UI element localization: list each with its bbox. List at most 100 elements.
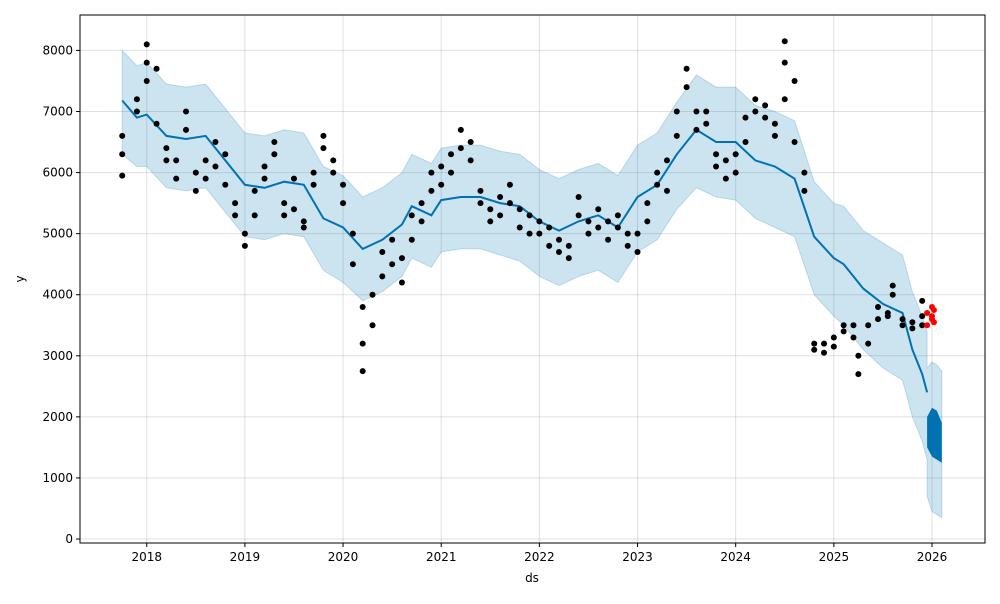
- observed-point: [448, 169, 455, 176]
- observed-point: [212, 139, 219, 146]
- observed-point: [290, 206, 297, 213]
- observed-point: [398, 255, 405, 262]
- observed-point: [389, 261, 396, 268]
- observed-point: [614, 224, 621, 231]
- observed-point: [693, 126, 700, 133]
- observed-point: [919, 297, 926, 304]
- observed-point: [781, 38, 788, 45]
- observed-point: [340, 200, 347, 207]
- observed-point: [644, 200, 651, 207]
- observed-point: [565, 242, 572, 249]
- observed-point: [889, 291, 896, 298]
- observed-point: [506, 200, 513, 207]
- observed-point: [183, 126, 190, 133]
- observed-point: [251, 212, 258, 219]
- observed-point: [359, 340, 366, 347]
- observed-point: [369, 291, 376, 298]
- x-tick-label: 2021: [426, 550, 457, 564]
- observed-point: [909, 325, 916, 332]
- observed-point: [919, 313, 926, 320]
- observed-point: [556, 248, 563, 255]
- observed-point: [840, 328, 847, 335]
- observed-point: [516, 206, 523, 213]
- x-tick-label: 2019: [230, 550, 261, 564]
- observed-point: [536, 230, 543, 237]
- y-tick-label: 1000: [42, 471, 73, 485]
- observed-point: [222, 151, 229, 158]
- observed-point: [654, 181, 661, 188]
- observed-point: [752, 108, 759, 115]
- x-tick-label: 2022: [524, 550, 555, 564]
- observed-point: [271, 151, 278, 158]
- observed-point: [163, 157, 170, 164]
- observed-point: [605, 236, 612, 243]
- forecast-horizon-yhat: [927, 407, 942, 463]
- observed-point: [232, 200, 239, 207]
- observed-point: [801, 187, 808, 194]
- observed-point: [271, 139, 278, 146]
- x-tick-label: 2024: [720, 550, 751, 564]
- observed-point: [173, 175, 180, 182]
- observed-point: [875, 303, 882, 310]
- observed-point: [919, 322, 926, 329]
- observed-point: [781, 96, 788, 103]
- axis-ticks: 2018 2019 2020 2021 2022 2023 2024 2025 2026 0 100…: [42, 43, 947, 564]
- observed-point: [556, 236, 563, 243]
- observed-point: [575, 212, 582, 219]
- observed-point: [408, 236, 415, 243]
- observed-point: [673, 132, 680, 139]
- observed-point: [791, 139, 798, 146]
- observed-point: [762, 114, 769, 121]
- observed-point: [821, 340, 828, 347]
- observed-point: [192, 169, 199, 176]
- observed-point: [654, 169, 661, 176]
- observed-point: [644, 218, 651, 225]
- observed-point: [850, 322, 857, 329]
- observed-point: [899, 316, 906, 323]
- observed-point: [349, 230, 356, 237]
- observed-point: [173, 157, 180, 164]
- observed-point: [398, 279, 405, 286]
- observed-point: [300, 224, 307, 231]
- observed-point: [865, 340, 872, 347]
- observed-point: [133, 108, 140, 115]
- observed-point: [506, 181, 513, 188]
- observed-point: [261, 163, 268, 170]
- observed-point: [771, 132, 778, 139]
- observed-point: [801, 169, 808, 176]
- observed-point: [477, 200, 484, 207]
- observed-point: [497, 212, 504, 219]
- uncertainty-band: [121, 49, 943, 519]
- observed-point: [771, 120, 778, 127]
- observed-point: [330, 157, 337, 164]
- observed-point: [830, 343, 837, 350]
- observed-point: [153, 120, 160, 127]
- observed-point: [457, 145, 464, 152]
- y-tick-label: 8000: [42, 43, 73, 57]
- observed-point: [683, 84, 690, 91]
- observed-point: [310, 169, 317, 176]
- observed-point: [163, 145, 170, 152]
- observed-point: [722, 175, 729, 182]
- observed-point: [526, 212, 533, 219]
- observed-point: [389, 236, 396, 243]
- observed-point: [546, 242, 553, 249]
- observed-point: [693, 108, 700, 115]
- observed-point: [457, 126, 464, 133]
- observed-point: [290, 175, 297, 182]
- observed-point: [428, 169, 435, 176]
- observed-point: [467, 157, 474, 164]
- observed-point: [438, 181, 445, 188]
- observed-point: [438, 163, 445, 170]
- observed-point: [840, 322, 847, 329]
- observed-point: [624, 230, 631, 237]
- observed-point: [585, 218, 592, 225]
- observed-point: [222, 181, 229, 188]
- observed-point: [310, 181, 317, 188]
- y-tick-label: 5000: [42, 227, 73, 241]
- plot-frame: [79, 14, 986, 544]
- observed-point: [202, 175, 209, 182]
- x-tick-label: 2020: [328, 550, 359, 564]
- observed-point: [605, 218, 612, 225]
- observed-point: [850, 334, 857, 341]
